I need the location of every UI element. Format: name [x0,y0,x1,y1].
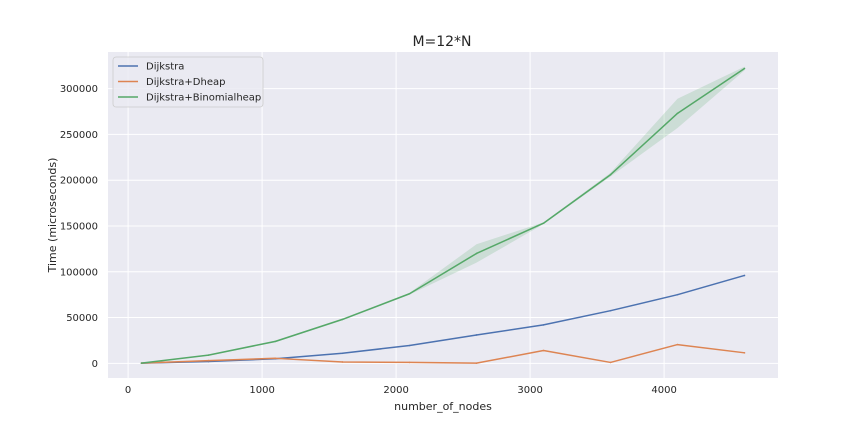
data-point-dijkstra [542,324,545,326]
data-point-dijkstra-binomialheap [542,222,545,225]
grid [108,52,778,378]
chart-title: M=12*N [412,34,471,50]
data-point-dijkstra [676,293,679,296]
data-point-dijkstra-binomialheap [274,340,277,343]
x-tick-label: 4000 [651,385,676,396]
data-point-dijkstra-dheap [475,362,478,364]
data-point-dijkstra-dheap [207,359,210,362]
data-point-dijkstra-binomialheap [408,292,411,295]
y-tick-label: 100000 [60,267,98,278]
y-tick-label: 200000 [60,176,98,187]
x-axis-label: number_of_nodes [394,400,492,413]
legend-label: Dijkstra [146,62,184,73]
x-tick-label: 1000 [249,385,274,396]
y-tick-label: 150000 [60,221,98,232]
data-point-dijkstra [609,309,612,312]
y-tick-label: 300000 [60,84,98,95]
data-point-dijkstra-binomialheap [341,318,344,321]
y-tick-label: 50000 [66,313,98,324]
x-tick-label: 0 [125,385,131,396]
data-point-dijkstra [408,344,411,347]
y-tick-label: 250000 [60,130,98,141]
series-lines [140,67,746,364]
data-point-dijkstra-dheap [542,349,545,352]
data-point-dijkstra-dheap [743,352,746,354]
data-point-dijkstra [743,274,746,277]
y-axis-label: Time (microseconds) [46,158,59,274]
data-point-dijkstra-binomialheap [475,252,478,255]
confidence-band-dijkstra-binomialheap [141,66,745,364]
y-axis-ticks: 0 50000 100000 150000 200000 250000 300000 [60,84,98,370]
y-tick-label: 0 [92,359,98,370]
confidence-bands [141,66,745,364]
data-point-dijkstra-binomialheap [676,112,679,115]
data-point-dijkstra [341,352,344,355]
data-point-dijkstra-binomialheap [609,173,612,176]
data-point-dijkstra-dheap [274,357,277,360]
x-tick-label: 3000 [517,385,542,396]
data-point-dijkstra-binomialheap [140,362,143,364]
legend-label: Dijkstra+Binomialheap [146,93,261,104]
data-point-dijkstra-dheap [408,361,411,364]
data-point-dijkstra-dheap [676,343,679,346]
series-line-dijkstra-binomialheap [141,67,745,364]
x-axis-ticks: 0 1000 2000 3000 4000 [125,385,677,396]
data-point-dijkstra-dheap [341,361,344,363]
legend-label: Dijkstra+Dheap [146,77,225,88]
data-point-dijkstra-binomialheap [743,67,746,70]
data-point-dijkstra-binomialheap [207,354,210,356]
data-point-dijkstra-dheap [609,361,612,364]
series-line-dijkstra-dheap [141,343,745,364]
data-point-dijkstra [475,334,478,336]
legend-box [112,56,264,108]
x-tick-label: 2000 [383,385,408,396]
legend: Dijkstra Dijkstra+Dheap Dijkstra+Binomialh… [112,56,264,108]
